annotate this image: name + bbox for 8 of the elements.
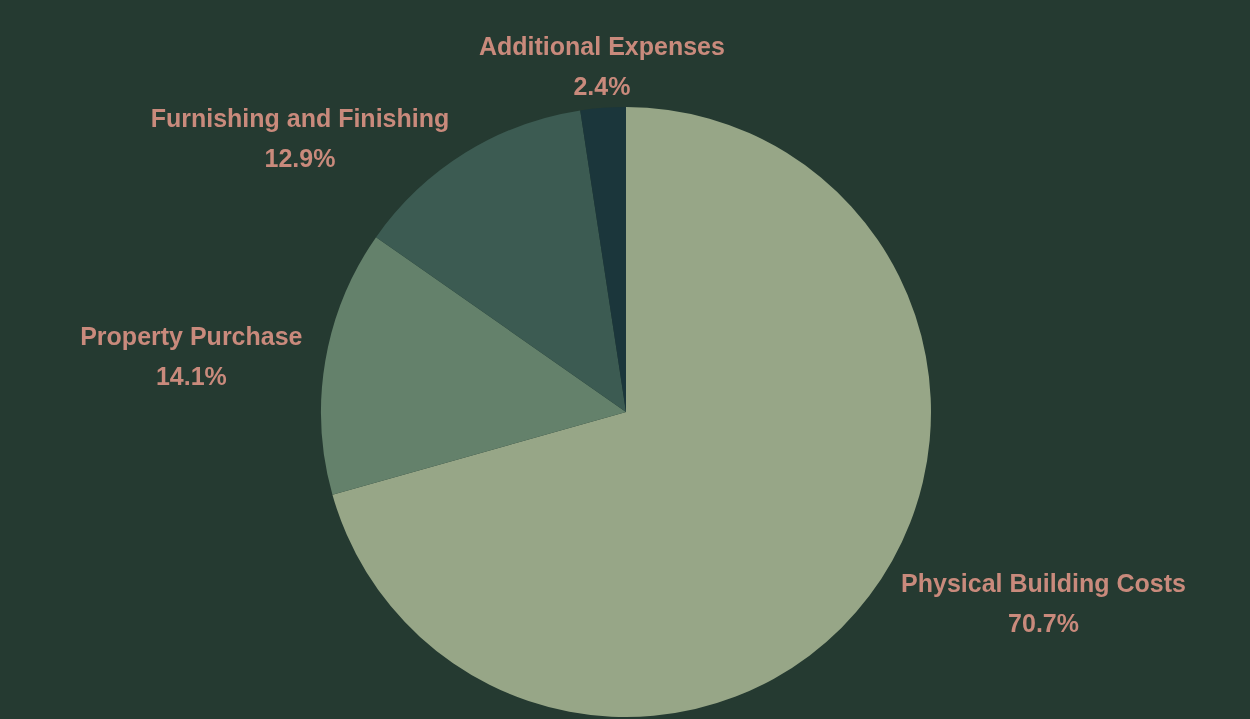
data-label: 2.4% <box>573 71 631 100</box>
slice-label: Property Purchase <box>80 322 303 351</box>
data-label: 70.7% <box>1008 609 1079 638</box>
slice-label: Physical Building Costs <box>901 569 1186 598</box>
data-label: 12.9% <box>264 144 336 173</box>
slice-label: Additional Expenses <box>478 31 725 60</box>
data-label: 14.1% <box>155 362 227 391</box>
slice-label: Furnishing and Finishing <box>150 104 450 133</box>
